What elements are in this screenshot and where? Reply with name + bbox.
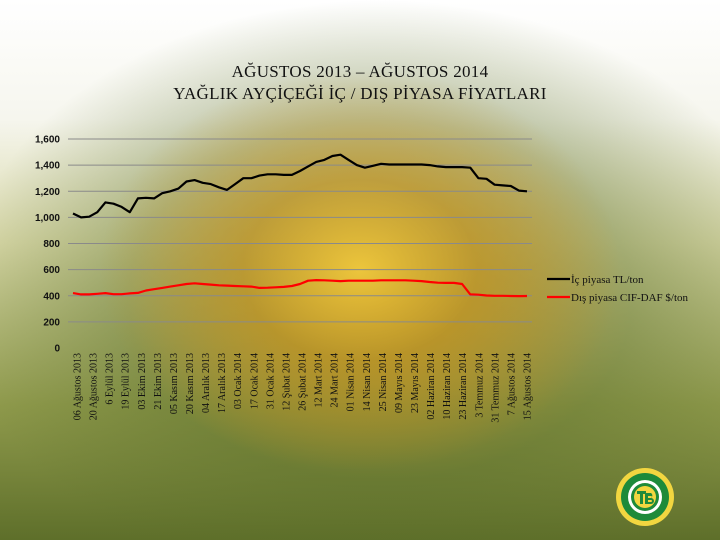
series-lines <box>72 153 528 298</box>
y-tick-label: 1,200 <box>35 187 60 198</box>
x-tick-label: 26 Şubat 2014 <box>298 353 309 411</box>
y-tick-label: 200 <box>43 317 60 328</box>
x-tick-label: 14 Nisan 2014 <box>362 353 373 411</box>
series-line-foreign <box>72 279 528 298</box>
y-axis: 0 200 400 600 800 1,000 1,200 1,400 1,600 <box>35 135 60 355</box>
x-tick-label: 31 Ocak 2014 <box>265 353 276 409</box>
x-tick-label: 03 Ocak 2014 <box>233 353 244 409</box>
x-tick-label: 20 Kasım 2013 <box>185 353 196 414</box>
gridlines <box>68 138 532 323</box>
legend: İç piyasa TL/ton Dış piyasa CIF-DAF $/ton <box>547 274 689 304</box>
tb-logo-icon <box>616 468 674 526</box>
y-tick-label: 600 <box>43 265 60 276</box>
y-tick-label: 1,000 <box>35 213 60 224</box>
x-tick-label: 17 Aralık 2013 <box>217 353 228 413</box>
chart-subtitle: YAĞLIK AYÇİÇEĞİ İÇ / DIŞ PİYASA FİYATLAR… <box>173 84 547 103</box>
x-tick-label: 15 Ağustos 2014 <box>523 353 534 420</box>
x-tick-label: 06 Ağustos 2013 <box>73 353 84 420</box>
x-tick-label: 04 Aralık 2013 <box>201 353 212 413</box>
x-tick-label: 23 Mayıs 2014 <box>410 353 421 413</box>
x-tick-label: 3 Temmuz 2014 <box>474 353 485 418</box>
x-tick-label: 19 Eylül 2013 <box>121 353 132 410</box>
x-tick-label: 7 Ağustos 2014 <box>506 353 517 415</box>
x-tick-label: 02 Haziran 2014 <box>426 353 437 420</box>
x-tick-label: 03 Ekim 2013 <box>137 353 148 410</box>
x-tick-label: 09 Mayıs 2014 <box>394 353 405 413</box>
x-tick-label: 25 Nisan 2014 <box>378 353 389 411</box>
x-tick-label: 05 Kasım 2013 <box>169 353 180 414</box>
y-tick-label: 1,400 <box>35 161 60 172</box>
y-tick-label: 0 <box>54 344 60 355</box>
y-tick-label: 800 <box>43 239 60 250</box>
x-tick-label: 31 Temmuz 2014 <box>490 353 501 423</box>
x-tick-label: 12 Mart 2014 <box>314 353 325 407</box>
x-tick-label: 10 Haziran 2014 <box>442 353 453 420</box>
legend-label: Dış piyasa CIF-DAF $/ton <box>571 292 689 304</box>
x-tick-label: 20 Ağustos 2013 <box>89 353 100 420</box>
legend-label: İç piyasa TL/ton <box>571 274 644 286</box>
x-tick-label: 6 Eylül 2013 <box>105 353 116 405</box>
x-tick-label: 24 Mart 2014 <box>330 353 341 407</box>
series-line-domestic <box>72 153 528 219</box>
x-tick-label: 21 Ekim 2013 <box>153 353 164 410</box>
chart-title: AĞUSTOS 2013 – AĞUSTOS 2014 <box>231 62 489 81</box>
x-tick-label: 23 Haziran 2014 <box>458 353 469 420</box>
x-tick-label: 12 Şubat 2014 <box>281 353 292 411</box>
x-tick-label: 01 Nisan 2014 <box>346 353 357 411</box>
x-tick-label: 17 Ocak 2014 <box>249 353 260 409</box>
y-tick-label: 1,600 <box>35 135 60 146</box>
x-axis: 06 Ağustos 2013 20 Ağustos 2013 6 Eylül 20… <box>73 353 534 423</box>
y-tick-label: 400 <box>43 291 60 302</box>
